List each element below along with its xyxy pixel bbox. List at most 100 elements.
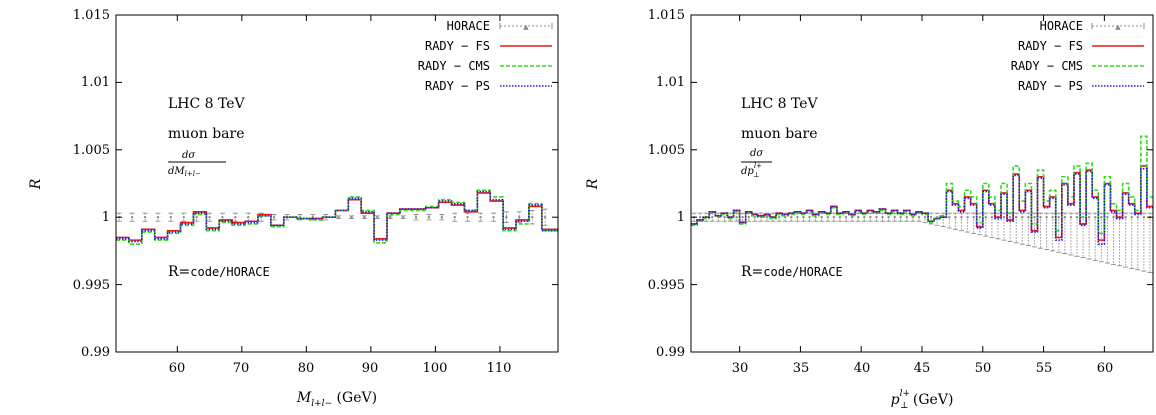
legend-label-horace: HORACE [447,19,490,33]
right-horace-point [929,216,933,219]
right-horace-point [777,216,781,219]
left-horace-point [401,216,405,219]
svg-text:dMl+l−: dMl+l− [168,166,201,178]
right-horace-point [802,216,805,219]
right-horace-point [1124,216,1127,219]
right-horace-point [844,216,848,219]
right-horace-point [1057,216,1060,219]
right-xtick-label: 35 [793,361,810,376]
right-horace-point [972,216,975,219]
left-setup-label: muon bare [168,126,244,142]
right-horace-point [1100,216,1103,219]
right-horace-point [966,216,969,219]
left-horace-point [466,216,469,219]
left-ytick-label: 1.01 [81,75,110,90]
right-horace-point [832,216,836,219]
right-observable-label: dσ dpl+ ⊥ [741,148,772,179]
left-energy-label: LHC 8 TeV [168,96,246,112]
right-horace-point [905,216,909,219]
right-horace-point [741,216,744,219]
right-horace-point [1087,216,1091,219]
left-horace-point [208,216,211,219]
left-series-fs [116,192,558,241]
legend-label-cms: RADY − CMS [1011,59,1083,73]
right-horace-point [978,216,981,219]
left-horace-point [389,216,392,219]
right-horace-point [1033,216,1036,219]
right-horace-point [698,216,702,219]
right-ytick-label: 0.995 [648,278,685,293]
left-ytick-label: 1.015 [73,8,110,23]
svg-text:dσ: dσ [750,148,764,159]
right-xtick-label: 40 [854,361,871,376]
left-horace-point [505,216,508,219]
right-horace-point [838,216,842,219]
right-horace-point [954,216,957,219]
right-horace-point [1051,216,1054,219]
legend-label-ps: RADY − PS [425,79,490,93]
left-xtick-label: 110 [487,361,512,376]
right-ytick-label: 0.99 [656,345,685,360]
right-energy-label: LHC 8 TeV [741,96,819,112]
right-horace-point [875,216,878,219]
right-horace-point [735,216,738,219]
left-ratio-label: R=code/HORACE [168,264,270,280]
right-horace-point [1075,216,1079,219]
right-horace-point [881,216,884,219]
right-horace-point [1112,216,1115,219]
right-horace-point [826,216,829,219]
right-ytick-label: 1.015 [648,8,685,23]
right-setup-label: muon bare [741,126,817,142]
svg-text:dpl+⊥: dpl+ ⊥ [741,162,762,179]
right-xtick-label: 50 [975,361,992,376]
left-ylabel: R [28,178,44,190]
right-horace-point [1069,216,1073,219]
left-horace-point [414,216,418,219]
left-horace-point [182,216,185,219]
right-horace-point [1002,216,1006,219]
left-series-ps [116,190,558,243]
right-horace-point [990,216,994,219]
left-series-fs-line [116,192,558,241]
left-series-cms [116,189,558,245]
right-horace-point [948,216,951,219]
left-horace-point [143,216,147,219]
legend-label-horace: HORACE [1040,19,1083,33]
right-xlabel: pl+ ⊥ (GeV) [891,389,954,411]
right-series-fs [691,165,1153,241]
left-xlabel: Ml+l− (GeV) [296,390,377,409]
right-horace-point [808,216,811,219]
left-ytick-label: 1 [102,210,110,225]
right-horace-point [984,216,988,219]
right-horace-point [1106,216,1109,219]
left-xtick-label: 90 [362,361,379,376]
legend-swatch-horace: ▲ [1091,23,1145,31]
left-horace-point [337,216,340,219]
legend-label-fs: RADY − FS [1018,39,1083,53]
left-horace-point [234,216,237,219]
left-errorbars [116,208,548,226]
left-horace-point [363,216,366,219]
left-horace-point [376,216,379,219]
svg-text:dσ: dσ [182,150,196,161]
left-horace-point [530,216,534,219]
right-horace-point [899,216,902,219]
left-ticks [116,14,558,353]
right-horace-point [893,216,896,219]
left-horace-point [492,216,495,219]
right-xtick-label: 55 [1036,361,1053,376]
right-ytick-label: 1 [677,210,685,225]
left-ytick-label: 1.005 [73,143,110,158]
right-xtick-label: 30 [732,361,749,376]
left-observable-label: dσ dMl+l− [168,150,226,178]
left-horace-point [453,216,456,219]
right-series-ps [691,167,1153,245]
right-series-fs-line [691,165,1153,241]
svg-text:▲: ▲ [523,23,529,31]
left-ytick-label: 0.995 [73,278,110,293]
left-xtick-label: 80 [298,361,315,376]
left-horace-point [247,216,250,219]
right-legend: HORACE ▲ RADY − FS RADY − CMS RADY − PS [1011,19,1145,93]
right-horace-point [1136,216,1140,219]
